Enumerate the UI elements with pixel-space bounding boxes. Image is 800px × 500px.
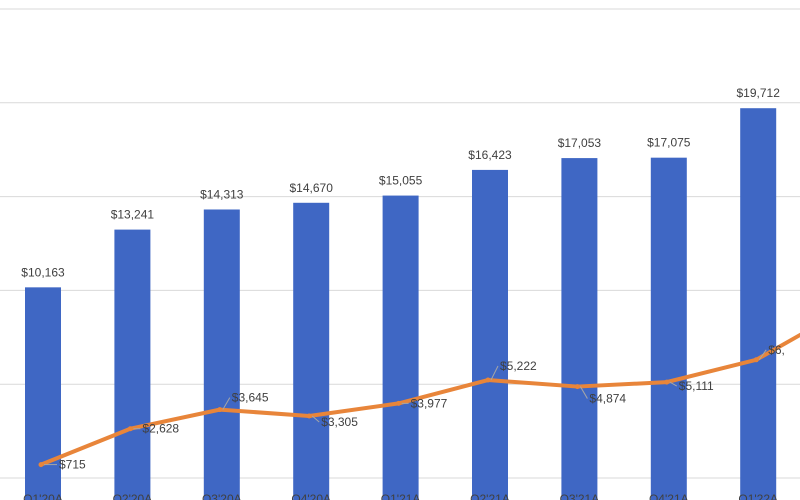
bar-data-label: $17,053 <box>558 136 602 150</box>
line-data-label: $2,628 <box>142 422 179 436</box>
x-tick-label: Q2'20A <box>113 492 153 500</box>
bar-data-labels: $10,163 $13,241 $14,313 $14,670 $15,055 $16,4… <box>21 86 780 279</box>
label-leader-line <box>669 381 678 387</box>
label-leader-line <box>311 415 320 423</box>
line-point <box>38 462 44 468</box>
line-point <box>217 407 223 413</box>
bar <box>382 195 419 500</box>
bar-data-label: $14,313 <box>200 187 244 201</box>
bar <box>203 209 240 500</box>
x-tick-label: Q1'21A <box>381 492 421 500</box>
x-tick-label: Q4'20A <box>291 492 331 500</box>
bar-data-label: $19,712 <box>737 86 781 100</box>
label-leader-line <box>490 365 499 381</box>
x-tick-label: Q2'21A <box>470 492 510 500</box>
label-leader-line <box>758 349 767 361</box>
x-tick-label: Q3'20A <box>202 492 242 500</box>
line-data-label: $715 <box>59 458 86 472</box>
x-axis-tick-labels: Q1'20A Q2'20A Q3'20A Q4'20A Q1'21A Q2'21A Q3'2… <box>23 492 778 500</box>
line-data-label: $3,977 <box>411 396 448 410</box>
x-tick-label: Q1'22A <box>738 492 778 500</box>
bar <box>114 229 151 500</box>
bar <box>293 202 330 500</box>
line-data-labels: $715 $2,628 $3,645 $3,305 $3,977 $5,222 $4,874… <box>44 343 785 472</box>
label-leader-line <box>222 397 231 410</box>
x-tick-label: Q3'21A <box>560 492 600 500</box>
line-point <box>485 377 491 383</box>
x-tick-label: Q4'21A <box>649 492 689 500</box>
bar <box>650 157 687 500</box>
bar-data-label: $17,075 <box>647 136 691 150</box>
line-point <box>396 400 402 406</box>
label-leader-line <box>579 386 588 399</box>
line-point <box>753 357 759 363</box>
line-series <box>38 332 800 468</box>
bar <box>561 158 598 500</box>
x-tick-label: Q1'20A <box>23 492 63 500</box>
bar <box>25 287 61 500</box>
bar-series <box>25 108 777 500</box>
bar-data-label: $10,163 <box>21 265 65 279</box>
bar-data-label: $13,241 <box>111 208 155 222</box>
bar-data-label: $16,423 <box>468 148 512 162</box>
line-data-label: $5,222 <box>500 359 537 373</box>
series-line <box>39 332 800 467</box>
line-data-label: $6, <box>768 343 785 357</box>
bar <box>740 108 777 500</box>
line-data-label: $3,305 <box>321 415 358 429</box>
line-point <box>664 379 670 385</box>
bar-data-label: $14,670 <box>290 181 334 195</box>
bar-data-label: $15,055 <box>379 174 423 188</box>
line-point <box>306 413 312 419</box>
line-point <box>127 426 133 432</box>
bar <box>472 169 508 500</box>
line-data-label: $3,645 <box>232 391 269 405</box>
line-data-label: $5,111 <box>679 379 714 393</box>
line-point <box>574 384 580 390</box>
line-data-label: $4,874 <box>589 392 626 406</box>
